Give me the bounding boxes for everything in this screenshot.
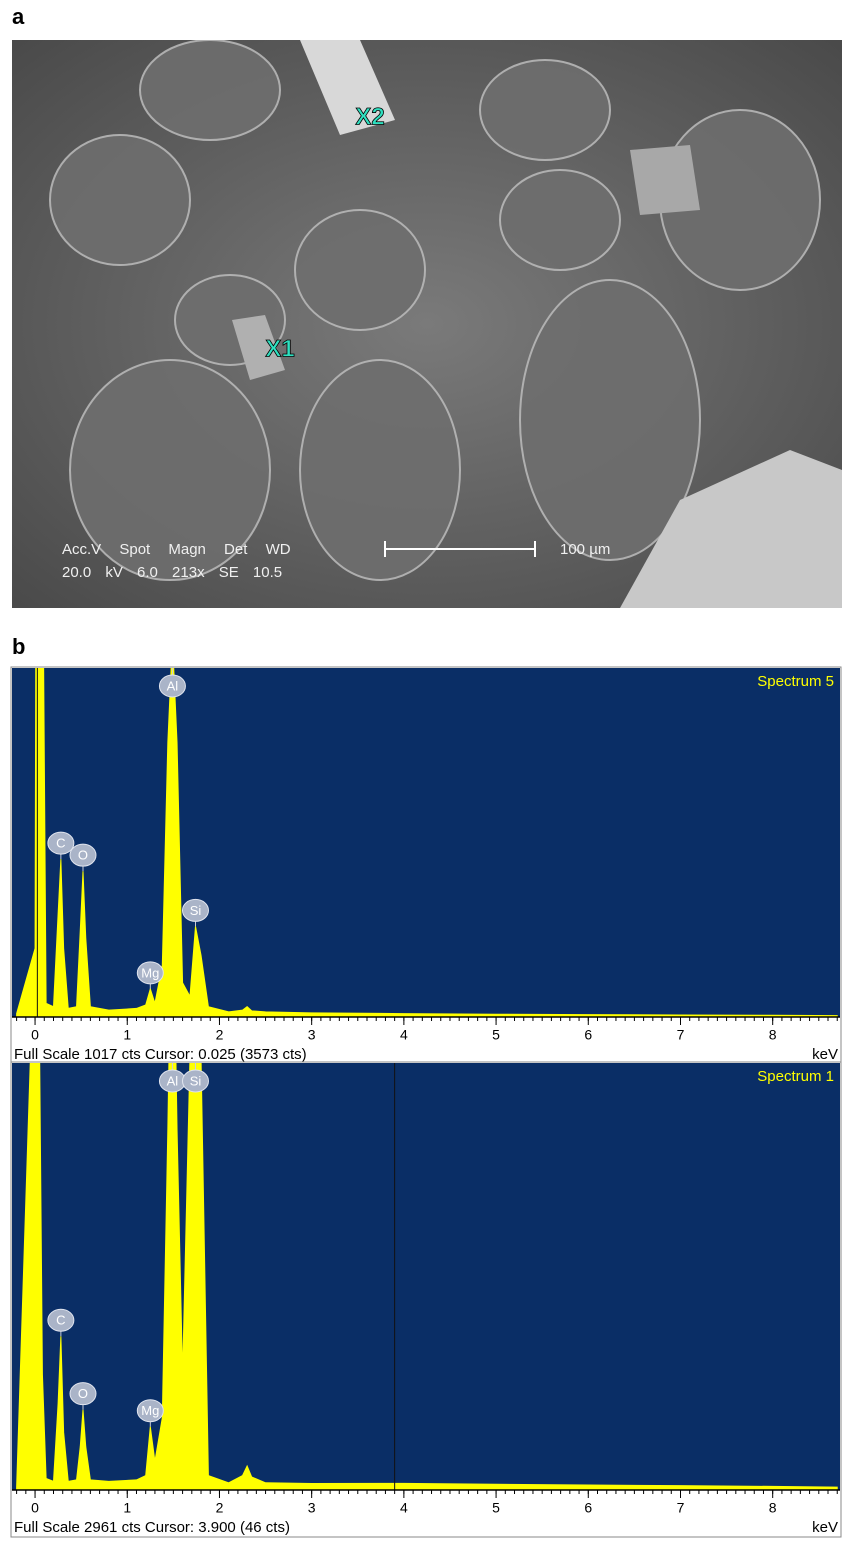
spectrum-panel: Spectrum 1 C O Mg Al Si 0 1 2 3 4 5 6 7 8 Full Scale 29…	[10, 1061, 842, 1538]
plot-area	[16, 1063, 838, 1490]
spectrum-area	[16, 1063, 838, 1490]
x-tick-label: 2	[216, 1500, 224, 1516]
peak-label: C	[56, 836, 65, 851]
peak-label: Mg	[141, 1403, 159, 1418]
scale-bar-label: 100 µm	[560, 541, 610, 558]
x-tick-label: 8	[769, 1500, 777, 1516]
peak-label-badge	[181, 1069, 209, 1093]
footer: Full Scale 1017 cts Cursor: 0.025 (3573 …	[14, 1046, 307, 1063]
x-tick-label: 6	[584, 1027, 592, 1043]
peak-label: C	[56, 1313, 65, 1328]
x-tick-label: 1	[123, 1027, 131, 1043]
x-tick-label: 8	[769, 1027, 777, 1043]
panel-label: b	[12, 634, 25, 659]
peak-label-badge	[136, 1399, 164, 1423]
peak-label: Si	[190, 903, 202, 918]
sem-info-values: 20.0 kV 6.0 213x SE 10.5	[62, 564, 282, 581]
x-tick-label: 7	[677, 1027, 685, 1043]
x-tick-label: 1	[123, 1500, 131, 1516]
x-tick-label: 0	[31, 1027, 39, 1043]
x-tick-label: 7	[677, 1500, 685, 1516]
peak-label: Mg	[141, 965, 159, 980]
footer: Full Scale 2961 cts Cursor: 3.900 (46 ct…	[14, 1519, 290, 1536]
peak-label: O	[78, 1386, 88, 1401]
spectrum-title: Spectrum 1	[757, 1068, 834, 1085]
peak-label-badge	[158, 674, 186, 698]
spectrum-area	[16, 668, 838, 1017]
sem-marker: X1	[265, 335, 294, 362]
peak-label-badge	[69, 843, 97, 867]
peak-label: Al	[167, 1073, 179, 1088]
peak-label-badge	[47, 831, 75, 855]
x-axis-label: keV	[812, 1519, 838, 1536]
x-tick-label: 6	[584, 1500, 592, 1516]
peak-label-badge	[136, 961, 164, 985]
peak-label-badge	[69, 1382, 97, 1406]
plot-background	[12, 1063, 840, 1490]
sem-info-header: Acc.V Spot Magn Det WD	[62, 541, 291, 558]
panel-label: a	[12, 4, 25, 29]
x-tick-label: 5	[492, 1027, 500, 1043]
plot-background	[12, 668, 840, 1017]
sem-image	[12, 40, 842, 608]
sem-marker: X2	[355, 103, 384, 130]
peak-label-badge	[47, 1308, 75, 1332]
x-tick-label: 3	[308, 1500, 316, 1516]
spectrum-title: Spectrum 5	[757, 673, 834, 690]
peak-label: Al	[167, 678, 179, 693]
peak-label-badge	[181, 898, 209, 922]
plot-area	[16, 668, 838, 1017]
x-tick-label: 2	[216, 1027, 224, 1043]
peak-label: Si	[190, 1073, 202, 1088]
peak-label: O	[78, 848, 88, 863]
spectrum-panel: Spectrum 5 CO Mg Al Si 0 1 2 3 4 5 6 7 8 Full Scale 10…	[10, 666, 842, 1065]
x-axis-label: keV	[812, 1046, 838, 1063]
x-tick-label: 5	[492, 1500, 500, 1516]
x-tick-label: 0	[31, 1500, 39, 1516]
x-tick-label: 4	[400, 1500, 408, 1516]
x-tick-label: 3	[308, 1027, 316, 1043]
x-tick-label: 4	[400, 1027, 408, 1043]
